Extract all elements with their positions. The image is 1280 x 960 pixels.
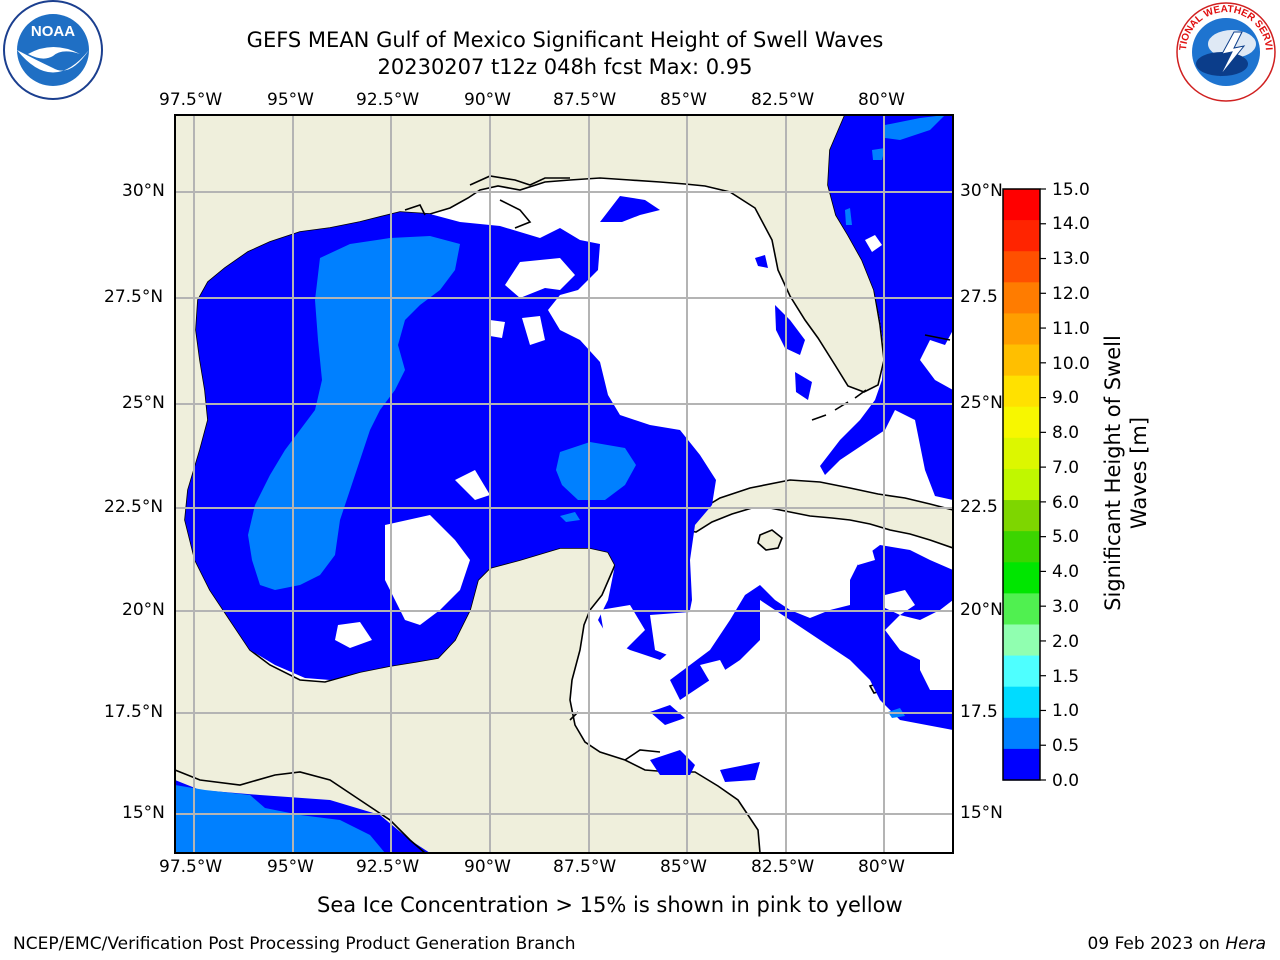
lon-label-top: 95°W (267, 90, 314, 110)
colorbar-tick: 0.5 (1052, 736, 1080, 756)
colorbar-segment (1003, 344, 1040, 377)
colorbar-tick: 13.0 (1052, 249, 1090, 269)
lat-label-left: 30°N (122, 181, 165, 201)
nws-logo: NATIONAL WEATHER SERVICE (1172, 2, 1276, 102)
lat-label-right: 20°N (960, 600, 1003, 620)
swell-field-gaps (335, 235, 953, 690)
lon-label-top: 90°W (464, 90, 511, 110)
footer-host: Hera (1225, 934, 1266, 954)
colorbar-tick: 2.0 (1052, 632, 1080, 652)
lat-label-right: 27.5 (960, 287, 998, 307)
lon-label-top: 92.5°W (356, 90, 420, 110)
colorbar-tick: 8.0 (1052, 423, 1080, 443)
colorbar-label-line2: Waves [m] (1127, 416, 1151, 530)
colorbar-segment (1003, 282, 1040, 315)
colorbar-tick: 9.0 (1052, 388, 1080, 408)
colorbar-segment (1003, 500, 1040, 532)
colorbar-tick: 6.0 (1052, 493, 1080, 513)
lat-label-right: 25°N (960, 393, 1003, 413)
colorbar-tick: 5.0 (1052, 527, 1080, 547)
colorbar-tick: 0.0 (1052, 771, 1080, 791)
footer-credit: NCEP/EMC/Verification Post Processing Pr… (13, 934, 576, 954)
swell-field-mid (175, 115, 945, 853)
colorbar-segment (1003, 748, 1040, 781)
lon-label-top: 97.5°W (159, 90, 223, 110)
lat-label-left: 25°N (122, 393, 165, 413)
colorbar-segment (1003, 593, 1040, 626)
chart-title-line2: 20230207 t12z 048h fcst Max: 0.95 (377, 55, 753, 79)
colorbar-segment (1003, 655, 1040, 688)
lon-label-bottom: 82.5°W (751, 857, 815, 877)
lon-label-bottom: 97.5°W (159, 857, 223, 877)
noaa-logo: NOAA (3, 0, 103, 100)
lat-label-left: 20°N (122, 600, 165, 620)
colorbar-tick: 14.0 (1052, 214, 1090, 234)
lat-label-left: 15°N (122, 803, 165, 823)
lat-label-left: 27.5°N (104, 287, 164, 307)
colorbar-tick: 1.0 (1052, 701, 1080, 721)
lon-label-bottom: 95°W (267, 857, 314, 877)
colorbar-segment (1003, 717, 1040, 750)
colorbar-segment (1003, 251, 1040, 283)
lat-label-left: 17.5°N (104, 702, 164, 722)
colorbar-tick: 7.0 (1052, 458, 1080, 478)
lon-label-bottom: 87.5°W (553, 857, 617, 877)
lat-label-right: 15°N (960, 803, 1003, 823)
colorbar-segment (1003, 624, 1040, 657)
lon-label-top: 80°W (858, 90, 905, 110)
graticule (175, 115, 953, 853)
land-isle-of-youth (757, 529, 783, 551)
colorbar-tick: 12.0 (1052, 284, 1090, 304)
colorbar-segment (1003, 437, 1040, 470)
footer-date: 09 Feb 2023 on Hera (1088, 934, 1266, 954)
lon-label-bottom: 80°W (858, 857, 905, 877)
lat-label-right: 30°N (960, 181, 1003, 201)
colorbar-segment (1003, 468, 1040, 501)
colorbar-tick: 11.0 (1052, 319, 1090, 339)
lon-label-bottom: 85°W (660, 857, 707, 877)
lat-label-right: 22.5 (960, 497, 998, 517)
colorbar-segment (1003, 220, 1040, 252)
colorbar-tick: 1.5 (1052, 667, 1080, 687)
colorbar-frame (1002, 188, 1041, 781)
lon-label-top: 82.5°W (751, 90, 815, 110)
colorbar-segment (1003, 531, 1040, 563)
colorbar-segment (1003, 406, 1040, 439)
colorbar-tick: 4.0 (1052, 562, 1080, 582)
colorbar-segment (1003, 562, 1040, 594)
colorbar-tick: 3.0 (1052, 597, 1080, 617)
lon-label-bottom: 90°W (464, 857, 511, 877)
colorbar-label: Significant Height of Swell Waves [m] (1100, 323, 1160, 623)
colorbar-segment (1003, 686, 1040, 719)
map-frame (174, 114, 954, 854)
colorbar-tick: 15.0 (1052, 180, 1090, 200)
chart-title-line1: GEFS MEAN Gulf of Mexico Significant Hei… (246, 28, 884, 52)
lat-label-right: 17.5 (960, 702, 998, 722)
colorbar-label-line1: Significant Height of Swell (1101, 335, 1125, 611)
noaa-logo-text: NOAA (31, 23, 75, 40)
coastlines (175, 175, 951, 853)
colorbar-tick: 10.0 (1052, 354, 1090, 374)
lon-label-top: 87.5°W (553, 90, 617, 110)
footer-date-text: 09 Feb 2023 on (1087, 934, 1226, 954)
colorbar-segment (1003, 375, 1040, 408)
lon-label-bottom: 92.5°W (356, 857, 420, 877)
sea-ice-note: Sea Ice Concentration > 15% is shown in … (317, 893, 903, 917)
colorbar-segment (1003, 189, 1040, 221)
lon-label-top: 85°W (660, 90, 707, 110)
colorbar-segment (1003, 313, 1040, 346)
lat-label-left: 22.5°N (104, 497, 164, 517)
